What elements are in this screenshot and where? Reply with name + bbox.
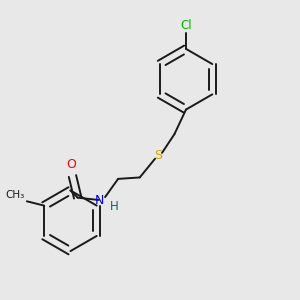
Text: S: S xyxy=(154,149,163,162)
Text: O: O xyxy=(66,158,76,171)
Text: CH₃: CH₃ xyxy=(5,190,25,200)
Text: Cl: Cl xyxy=(180,19,192,32)
Text: H: H xyxy=(110,200,118,213)
Text: N: N xyxy=(95,194,105,207)
